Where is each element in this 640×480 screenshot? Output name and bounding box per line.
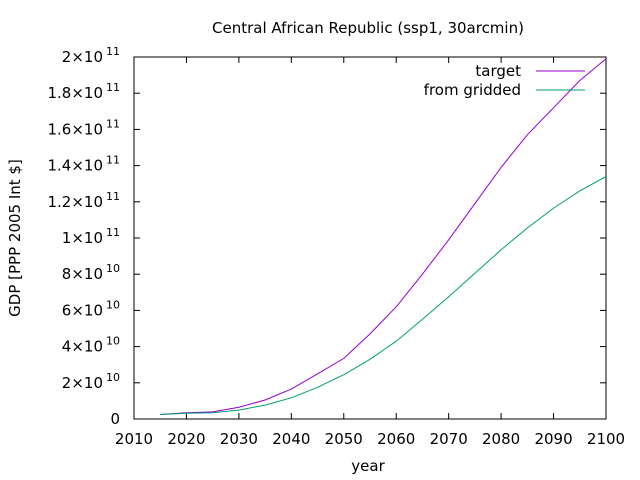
x-tick-label: 2010 [115,430,153,448]
y-tick-label: 2×10 11 [62,45,120,66]
y-tick-label: 1.4×10 11 [47,154,120,175]
axes: 2010 2020 2030 2040 2050 2060 2070 2080 2090 2100… [47,45,625,448]
legend-label-1: from gridded [424,81,521,99]
series-group [160,58,607,415]
y-tick-label: 6×10 10 [62,298,120,319]
x-tick-label: 2100 [587,430,625,448]
x-axis-label: year [351,457,385,475]
x-tick-label: 2030 [220,430,258,448]
x-tick-label: 2070 [430,430,468,448]
y-tick-label: 1.2×10 11 [47,190,120,211]
legend-label-0: target [475,62,521,80]
y-axis-label: GDP [PPP 2005 Int $] [6,159,24,317]
y-tick-label: 8×10 10 [62,262,120,283]
x-tick-label: 2090 [534,430,572,448]
x-tick-label: 2050 [325,430,363,448]
y-tick-label: 1.8×10 11 [47,81,120,102]
x-tick-label: 2020 [167,430,205,448]
series-line-1 [160,176,607,415]
y-tick-label: 2×10 10 [62,371,120,392]
y-tick-label: 0 [110,410,120,428]
y-tick-label: 1×10 11 [62,226,120,247]
y-tick-label: 1.6×10 11 [47,117,120,138]
plot-border [133,56,607,420]
x-tick-label: 2040 [272,430,310,448]
chart-title: Central African Republic (ssp1, 30arcmin… [212,19,524,37]
y-tick-label: 4×10 10 [62,335,120,356]
series-line-0 [160,58,607,415]
x-tick-label: 2080 [482,430,520,448]
x-tick-label: 2060 [377,430,415,448]
